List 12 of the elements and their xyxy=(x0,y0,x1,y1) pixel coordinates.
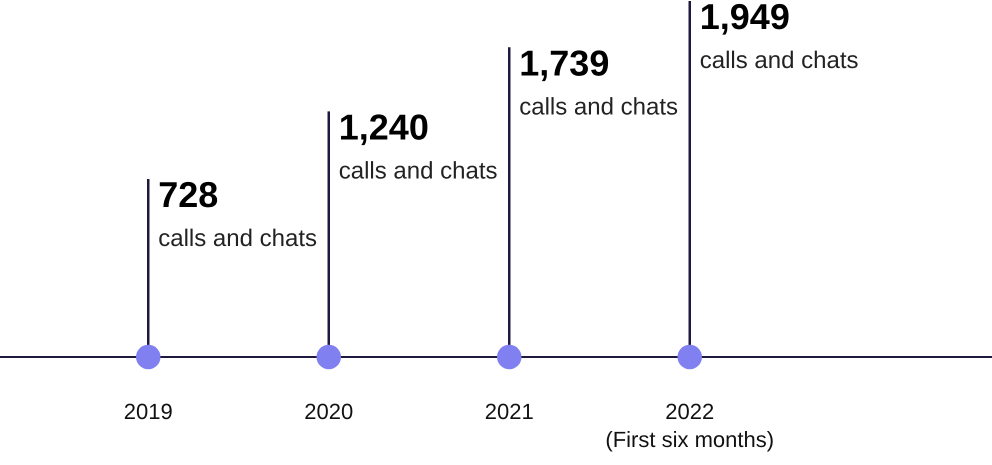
annotation: 728 xyxy=(158,174,218,215)
annotation: calls and chats xyxy=(158,225,318,252)
annotation: 1,240 xyxy=(338,106,429,148)
x-tick-label: 2019 xyxy=(124,399,173,424)
x-tick-label: 2020 xyxy=(304,399,354,424)
x-tick-label: 2021 xyxy=(484,399,534,424)
annotation: 1,739 xyxy=(519,42,610,84)
annotation: 1,949 xyxy=(700,0,790,37)
annotation: calls and chats xyxy=(700,47,859,74)
annotation: calls and chats xyxy=(519,93,678,120)
x-tick-label: 2022 (First six months) xyxy=(605,399,774,452)
annotation: calls and chats xyxy=(338,157,498,184)
